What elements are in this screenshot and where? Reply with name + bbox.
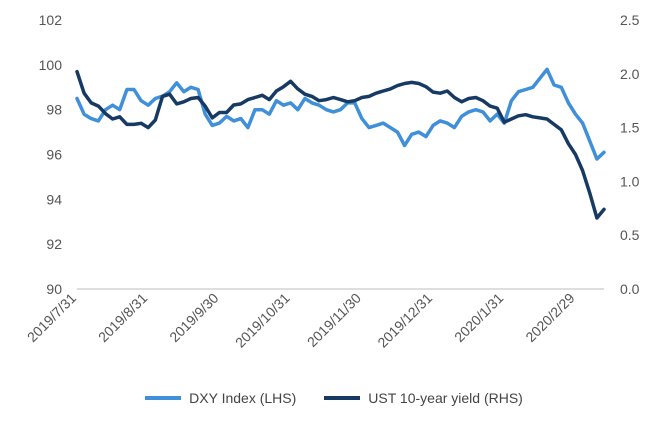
legend-swatch-ust [324,396,361,400]
left-tick-label: 102 [39,12,63,28]
right-tick-label: 1.5 [620,120,640,136]
right-axis-ticks: 0.0 0.5 1.0 1.5 2.0 2.5 [620,12,640,297]
legend-item-ust: UST 10-year yield (RHS) [324,390,523,406]
legend-label-dxy: DXY Index (LHS) [189,390,297,406]
x-tick-label: 2019/9/30 [166,290,222,346]
x-tick-label: 2020/1/31 [451,290,507,346]
right-tick-label: 2.0 [620,66,640,82]
x-tick-label: 2019/10/31 [232,290,293,351]
x-tick-label: 2020/2/29 [522,290,578,346]
left-tick-label: 92 [46,236,62,252]
right-tick-label: 0.0 [620,281,640,297]
chart: 90 92 94 96 98 100 102 0.0 0.5 1.0 1.5 2.0 2.5 2019… [24,12,640,351]
series-line-ust [75,69,606,220]
x-tick-label: 2019/12/31 [374,290,435,351]
right-tick-label: 0.5 [620,227,640,243]
legend-label-ust: UST 10-year yield (RHS) [368,390,523,406]
x-axis-ticks: 2019/7/31 2019/8/31 2019/9/30 2019/10/31 201… [24,290,578,351]
right-tick-label: 1.0 [620,173,640,189]
x-tick-label: 2019/7/31 [24,290,80,346]
left-tick-label: 96 [46,147,62,163]
left-tick-label: 98 [46,102,62,118]
left-axis-ticks: 90 92 94 96 98 100 102 [39,12,63,297]
legend-swatch-dxy [145,396,182,400]
left-tick-label: 94 [46,191,62,207]
right-tick-label: 2.5 [620,12,640,28]
left-tick-label: 90 [46,281,62,297]
series-lines [75,67,606,220]
left-tick-label: 100 [39,57,63,73]
x-tick-label: 2019/11/30 [304,290,364,350]
legend-item-dxy: DXY Index (LHS) [145,390,296,406]
legend: DXY Index (LHS) UST 10-year yield (RHS) [0,390,668,406]
x-tick-label: 2019/8/31 [95,290,151,346]
